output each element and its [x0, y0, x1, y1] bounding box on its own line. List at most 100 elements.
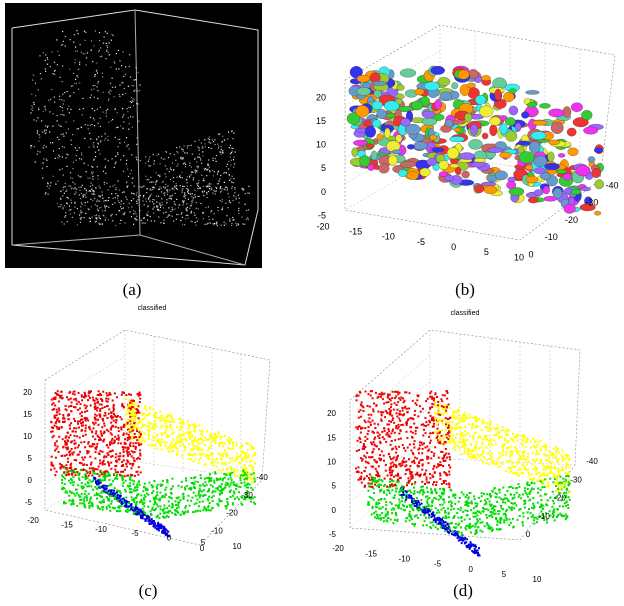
point: [123, 207, 124, 208]
point: [65, 45, 66, 46]
point: [54, 425, 56, 427]
point: [188, 193, 189, 194]
point: [214, 439, 216, 441]
point: [182, 177, 183, 178]
point: [90, 97, 91, 98]
point: [81, 202, 82, 203]
point: [420, 411, 422, 413]
segment: [519, 151, 535, 163]
point: [39, 151, 40, 152]
point: [110, 429, 112, 431]
point: [133, 437, 135, 439]
point: [99, 508, 101, 510]
point: [48, 194, 49, 195]
point: [127, 461, 129, 463]
point: [148, 435, 150, 437]
point: [75, 431, 77, 433]
point: [169, 421, 171, 423]
point: [88, 395, 90, 397]
point: [64, 455, 66, 457]
point: [188, 424, 190, 426]
point: [100, 47, 101, 48]
point: [527, 496, 529, 498]
point: [135, 436, 137, 438]
point: [62, 65, 63, 66]
point: [135, 446, 137, 448]
point: [101, 486, 103, 488]
point: [72, 217, 73, 218]
point: [45, 109, 46, 110]
point: [151, 508, 153, 510]
point: [124, 475, 126, 477]
point: [418, 452, 420, 454]
point: [122, 391, 124, 393]
point: [114, 487, 116, 489]
point: [146, 213, 147, 214]
point: [162, 510, 164, 512]
point: [532, 459, 534, 461]
point: [196, 161, 197, 162]
point: [177, 511, 179, 513]
point: [196, 202, 197, 203]
point: [49, 188, 50, 189]
point: [77, 409, 79, 411]
point: [72, 454, 74, 456]
point: [170, 179, 171, 180]
point: [510, 438, 512, 440]
point: [555, 489, 557, 491]
point: [491, 444, 493, 446]
point: [214, 482, 216, 484]
point: [509, 459, 511, 461]
point: [94, 473, 96, 475]
point: [45, 108, 46, 109]
point: [98, 195, 99, 196]
point: [152, 208, 153, 209]
point: [566, 481, 568, 483]
segment: [372, 81, 387, 85]
point: [128, 506, 130, 508]
point: [51, 462, 53, 464]
point: [502, 487, 504, 489]
point: [67, 432, 69, 434]
segment: [558, 153, 565, 157]
point: [108, 219, 109, 220]
point: [83, 163, 84, 164]
point: [118, 146, 119, 147]
point: [92, 173, 93, 174]
point: [92, 489, 94, 491]
point: [84, 53, 85, 54]
point: [38, 109, 39, 110]
point: [391, 440, 393, 442]
point: [555, 485, 557, 487]
point: [148, 523, 150, 525]
point: [230, 153, 231, 154]
point: [218, 445, 220, 447]
point: [79, 413, 81, 415]
point: [99, 153, 100, 154]
point: [70, 177, 71, 178]
point: [142, 517, 144, 519]
point: [70, 95, 71, 96]
point: [83, 108, 84, 109]
point: [421, 469, 423, 471]
point: [190, 221, 191, 222]
point: [236, 198, 237, 199]
point: [505, 510, 507, 512]
point: [84, 496, 86, 498]
point: [106, 444, 108, 446]
point: [210, 211, 211, 212]
point: [96, 219, 97, 220]
point: [129, 453, 131, 455]
point: [200, 159, 201, 160]
point: [220, 175, 221, 176]
point: [356, 450, 358, 452]
point: [533, 519, 535, 521]
point: [81, 52, 82, 53]
point: [124, 192, 125, 193]
point: [172, 163, 173, 164]
point: [118, 491, 120, 493]
point: [119, 202, 120, 203]
point: [112, 425, 114, 427]
point: [486, 422, 488, 424]
point: [62, 438, 64, 440]
